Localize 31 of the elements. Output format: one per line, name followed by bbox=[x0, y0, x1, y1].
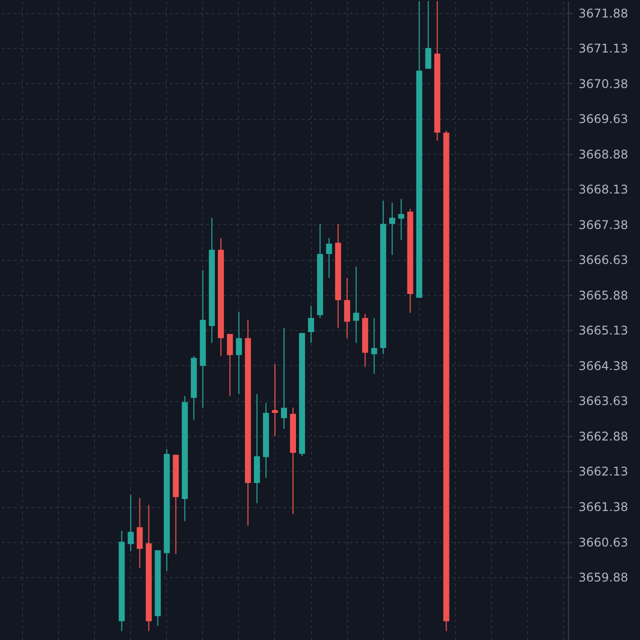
y-tick-label: 3665.13 bbox=[578, 324, 628, 338]
y-tick-label: 3660.63 bbox=[578, 535, 628, 550]
y-tick-label: 3662.13 bbox=[578, 464, 628, 479]
y-tick-label: 3666.63 bbox=[578, 253, 628, 268]
candlestick bbox=[344, 277, 350, 339]
y-tick-label: 3663.63 bbox=[578, 394, 628, 408]
candlestick bbox=[308, 305, 314, 344]
candlestick bbox=[136, 498, 143, 569]
y-tick-label: 3671.13 bbox=[578, 42, 628, 56]
candlestick bbox=[353, 266, 360, 344]
candlestick bbox=[371, 317, 378, 374]
y-tick-label: 3670.38 bbox=[578, 76, 628, 91]
candlestick bbox=[425, 0, 432, 70]
y-tick-label: 3667.38 bbox=[578, 218, 628, 232]
y-tick-label: 3668.13 bbox=[578, 182, 628, 197]
y-tick-label: 3671.88 bbox=[578, 6, 628, 20]
candlestick bbox=[236, 311, 242, 395]
y-tick-label: 3669.63 bbox=[578, 112, 628, 126]
candlestick bbox=[226, 333, 233, 397]
y-tick-label: 3664.38 bbox=[578, 358, 628, 373]
y-tick-label: 3665.88 bbox=[578, 288, 628, 302]
candlestick bbox=[389, 202, 396, 256]
y-tick-label: 3661.38 bbox=[578, 500, 628, 514]
candlestick bbox=[326, 238, 332, 278]
y-tick-label: 3659.88 bbox=[578, 570, 628, 585]
y-tick-label: 3668.88 bbox=[578, 147, 628, 162]
candlestick bbox=[398, 198, 404, 240]
candlestick bbox=[128, 494, 134, 552]
y-tick-label: 3662.88 bbox=[578, 429, 628, 444]
candlestick bbox=[272, 364, 278, 436]
candlestick bbox=[281, 327, 287, 430]
